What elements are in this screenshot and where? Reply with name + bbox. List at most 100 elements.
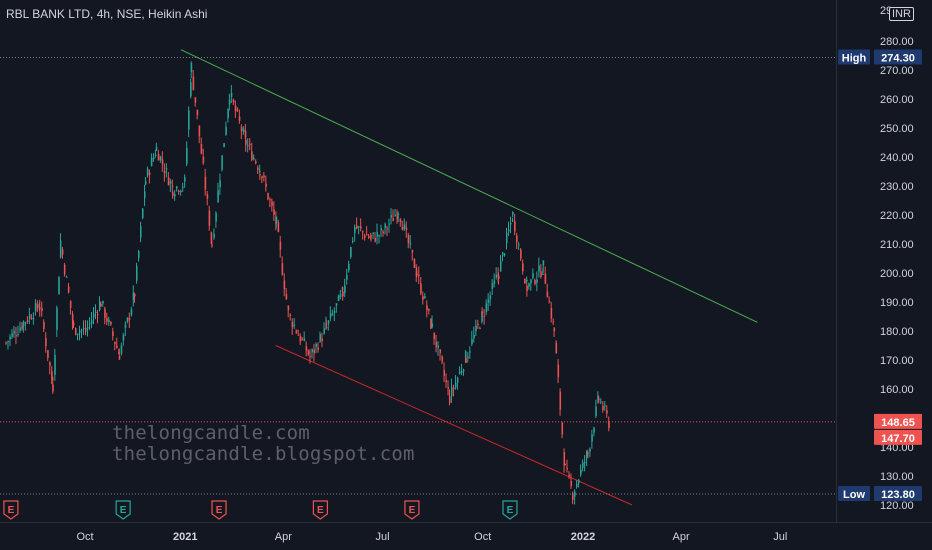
candle-body-up — [155, 147, 158, 151]
candle-body-up — [132, 292, 135, 301]
candle-body-down — [281, 263, 284, 275]
candle-body-down — [435, 341, 438, 348]
candle-body-down — [362, 231, 364, 233]
candle-body-down — [426, 305, 428, 311]
candle-body-up — [83, 328, 85, 330]
last-price-label: 148.65 — [881, 417, 915, 429]
candle-body-up — [81, 329, 83, 331]
candle-body-down — [196, 109, 199, 116]
candle-body-up — [458, 371, 461, 374]
current-price-label: 147.70 — [881, 433, 915, 445]
candle-body-down — [520, 249, 522, 259]
y-tick-label: 180.00 — [880, 326, 914, 338]
candle-body-down — [134, 294, 136, 297]
x-tick-label: Jul — [773, 531, 787, 543]
candle-body-up — [242, 128, 245, 133]
candle-body-down — [30, 317, 33, 320]
candle-body-up — [154, 154, 157, 156]
candle-body-up — [95, 311, 97, 314]
high-label: High — [842, 53, 867, 65]
candle-body-up — [578, 479, 580, 484]
candle-body-down — [249, 144, 251, 146]
candle-body-up — [319, 334, 321, 342]
candle-body-down — [448, 396, 451, 403]
candle-body-up — [526, 279, 528, 282]
candle-body-up — [174, 194, 176, 197]
candle-body-up — [431, 323, 434, 328]
candle-body-down — [392, 218, 394, 222]
candle-body-up — [315, 343, 317, 347]
candle-body-down — [263, 175, 265, 178]
candle-body-down — [267, 193, 269, 200]
candle-body-down — [285, 294, 288, 300]
earnings-marker[interactable]: E — [312, 500, 328, 520]
candle-body-up — [130, 309, 133, 316]
candle-body-down — [232, 99, 235, 103]
candle-body-up — [469, 351, 471, 353]
candle-body-down — [100, 304, 102, 307]
candle-body-up — [7, 341, 9, 343]
candle-body-up — [227, 109, 229, 119]
earnings-marker[interactable]: E — [115, 500, 131, 520]
candle-body-up — [589, 448, 591, 452]
candle-body-up — [574, 491, 576, 497]
x-tick-label: Jul — [375, 531, 389, 543]
candle-body-up — [403, 224, 406, 230]
candle-body-down — [564, 464, 566, 466]
candle-body-up — [311, 349, 313, 353]
candle-body-up — [512, 212, 514, 215]
candle-body-up — [462, 369, 465, 372]
earnings-marker[interactable]: E — [404, 500, 420, 520]
candle-body-up — [344, 285, 346, 293]
candle-body-down — [299, 336, 302, 342]
candle-body-down — [171, 185, 174, 187]
candle-body-up — [595, 406, 597, 417]
price-labels: High 274.30 Low 123.80 148.65 147.70 — [0, 49, 922, 501]
y-tick-label: 130.00 — [880, 471, 914, 483]
candle-body-up — [102, 300, 104, 304]
candle-body-down — [313, 349, 315, 354]
candle-body-down — [559, 391, 562, 410]
earnings-marker[interactable]: E — [3, 500, 19, 520]
current-price-label-bg — [874, 429, 922, 445]
x-tick-label: 2022 — [571, 531, 595, 543]
candle-body-up — [424, 296, 426, 299]
candle-body-up — [91, 320, 93, 324]
candle-body-down — [251, 151, 253, 161]
watermark-line-1: thelongcandle.com — [112, 422, 310, 444]
candle-body-down — [291, 321, 294, 328]
candle-body-up — [180, 190, 182, 193]
candle-body-down — [277, 222, 280, 232]
currency-badge[interactable]: INR — [889, 7, 914, 21]
candle-body-down — [364, 235, 366, 238]
candle-body-up — [146, 168, 149, 176]
candle-body-down — [418, 274, 420, 276]
y-tick-label: 220.00 — [880, 210, 914, 222]
candle-body-down — [52, 384, 54, 392]
candle-body-down — [161, 159, 164, 165]
candle-body-down — [297, 334, 300, 336]
candle-body-down — [428, 309, 430, 311]
earnings-marker[interactable]: E — [502, 500, 518, 520]
candle-body-down — [148, 172, 151, 176]
candle-body-down — [366, 234, 368, 236]
trendline-lower — [275, 345, 633, 506]
candle-body-up — [506, 233, 508, 243]
candle-body-down — [566, 467, 568, 470]
candle-body-down — [283, 280, 286, 290]
candle-body-up — [34, 302, 37, 312]
candle-body-down — [47, 350, 49, 358]
earnings-marker-shape — [211, 500, 227, 520]
earnings-marker-shape — [3, 500, 19, 520]
candle-body-down — [598, 398, 600, 400]
candle-body-up — [253, 157, 255, 160]
earnings-marker-label: E — [216, 505, 223, 516]
candle-body-up — [384, 223, 386, 228]
candle-body-down — [606, 410, 608, 414]
candle-body-down — [112, 331, 114, 337]
earnings-marker[interactable]: E — [211, 500, 227, 520]
candle-body-up — [530, 279, 532, 284]
candle-body-down — [305, 346, 308, 351]
